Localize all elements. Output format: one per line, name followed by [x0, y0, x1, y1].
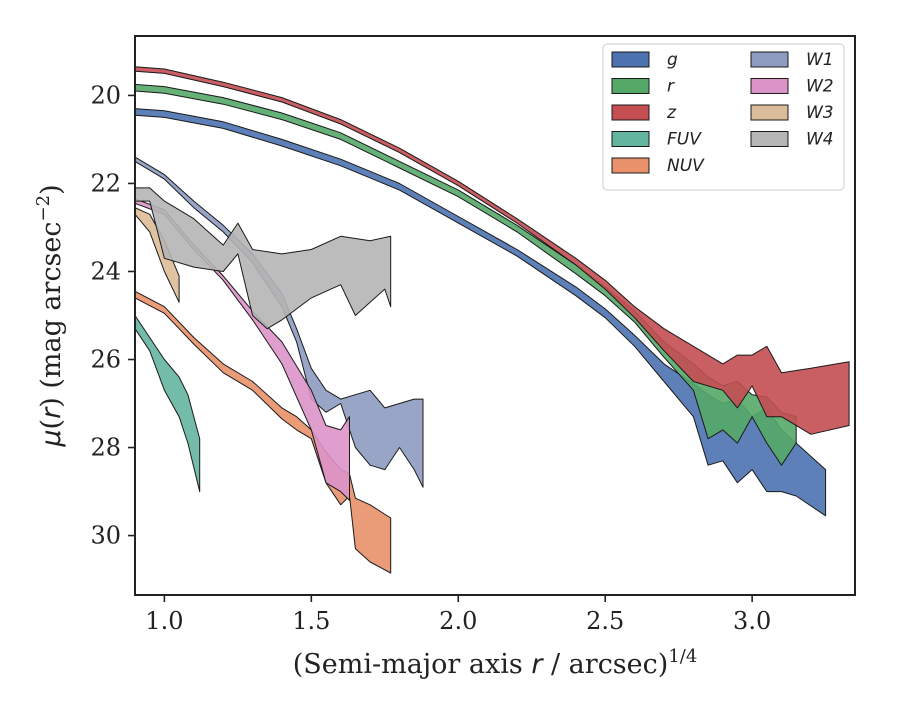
- legend-label: W4: [806, 130, 834, 150]
- x-label-main: (Semi-major axis: [293, 649, 532, 680]
- legend-item-z: z: [611, 103, 677, 123]
- legend-swatch: [611, 78, 650, 94]
- legend-swatch: [750, 51, 789, 68]
- legend-label: z: [666, 103, 677, 123]
- x-tick-label: 2.5: [586, 607, 624, 635]
- legend-item-w2: W2: [750, 77, 834, 97]
- series-area-g: [135, 108, 827, 517]
- legend-item-nuv: NUV: [611, 156, 705, 176]
- legend-swatch: [750, 131, 789, 147]
- x-tick-label: 2.0: [439, 607, 477, 635]
- legend-item-w4: W4: [750, 130, 834, 150]
- legend-label: W1: [806, 50, 834, 70]
- legend-label: r: [667, 77, 675, 97]
- y-tick-label: 28: [90, 434, 121, 462]
- series-area-w4: [135, 187, 392, 330]
- legend-label: NUV: [667, 156, 705, 176]
- legend-label: FUV: [667, 130, 702, 150]
- series-area-fuv: [135, 315, 201, 493]
- series-areas: [135, 66, 850, 574]
- x-label-var: r: [531, 649, 544, 680]
- legend-swatch: [611, 51, 650, 68]
- legend-swatch: [611, 104, 650, 121]
- y-label-close: ) (mag arcsec: [36, 221, 67, 407]
- y-tick-label: 20: [90, 81, 121, 109]
- legend: grz FUV NUV W1 W2 W3 W4: [602, 43, 845, 191]
- legend-item-g: g: [611, 50, 678, 70]
- x-ticks: 1.0 1.5 2.0 2.5 3.0: [145, 595, 771, 635]
- y-tick-label: 30: [90, 522, 121, 550]
- legend-item-w3: W3: [750, 103, 834, 123]
- legend-swatch: [750, 78, 789, 94]
- y-label-mu: μ: [36, 429, 67, 447]
- series-area-z: [135, 66, 850, 435]
- y-tick-label: 26: [90, 346, 121, 374]
- y-ticks: 20 22 24 26 28 30: [90, 81, 135, 550]
- legend-item-w1: W1: [750, 50, 834, 70]
- legend-label: W2: [806, 77, 834, 97]
- y-label-open: (: [36, 419, 67, 430]
- series-area-w3: [135, 207, 180, 303]
- x-label-rest: / arcsec): [542, 649, 668, 680]
- axes: [134, 35, 856, 596]
- x-tick-label: 1.5: [292, 607, 330, 635]
- legend-swatch: [611, 131, 650, 147]
- y-label-var: r: [36, 406, 67, 419]
- legend-swatch: [750, 104, 789, 121]
- legend-label: W3: [806, 103, 834, 123]
- y-axis-label: μ(r) (mag arcsec−2): [33, 184, 67, 447]
- legend-swatch: [611, 157, 650, 174]
- legend-item-fuv: FUV: [611, 130, 702, 150]
- x-label-sup: 1/4: [668, 646, 697, 667]
- legend-label: g: [667, 50, 678, 70]
- y-label-sup: −2: [33, 195, 54, 222]
- plot-frame: [134, 35, 856, 596]
- x-axis-label: (Semi-major axis r / arcsec)1/4: [293, 646, 698, 680]
- x-tick-label: 3.0: [733, 607, 771, 635]
- y-tick-label: 24: [90, 257, 121, 285]
- legend-item-r: r: [611, 77, 675, 97]
- y-label-end: ): [36, 184, 67, 195]
- series-area-r: [135, 83, 797, 466]
- series-area-nuv: [135, 290, 392, 574]
- y-tick-label: 22: [90, 169, 121, 197]
- x-tick-label: 1.0: [145, 607, 183, 635]
